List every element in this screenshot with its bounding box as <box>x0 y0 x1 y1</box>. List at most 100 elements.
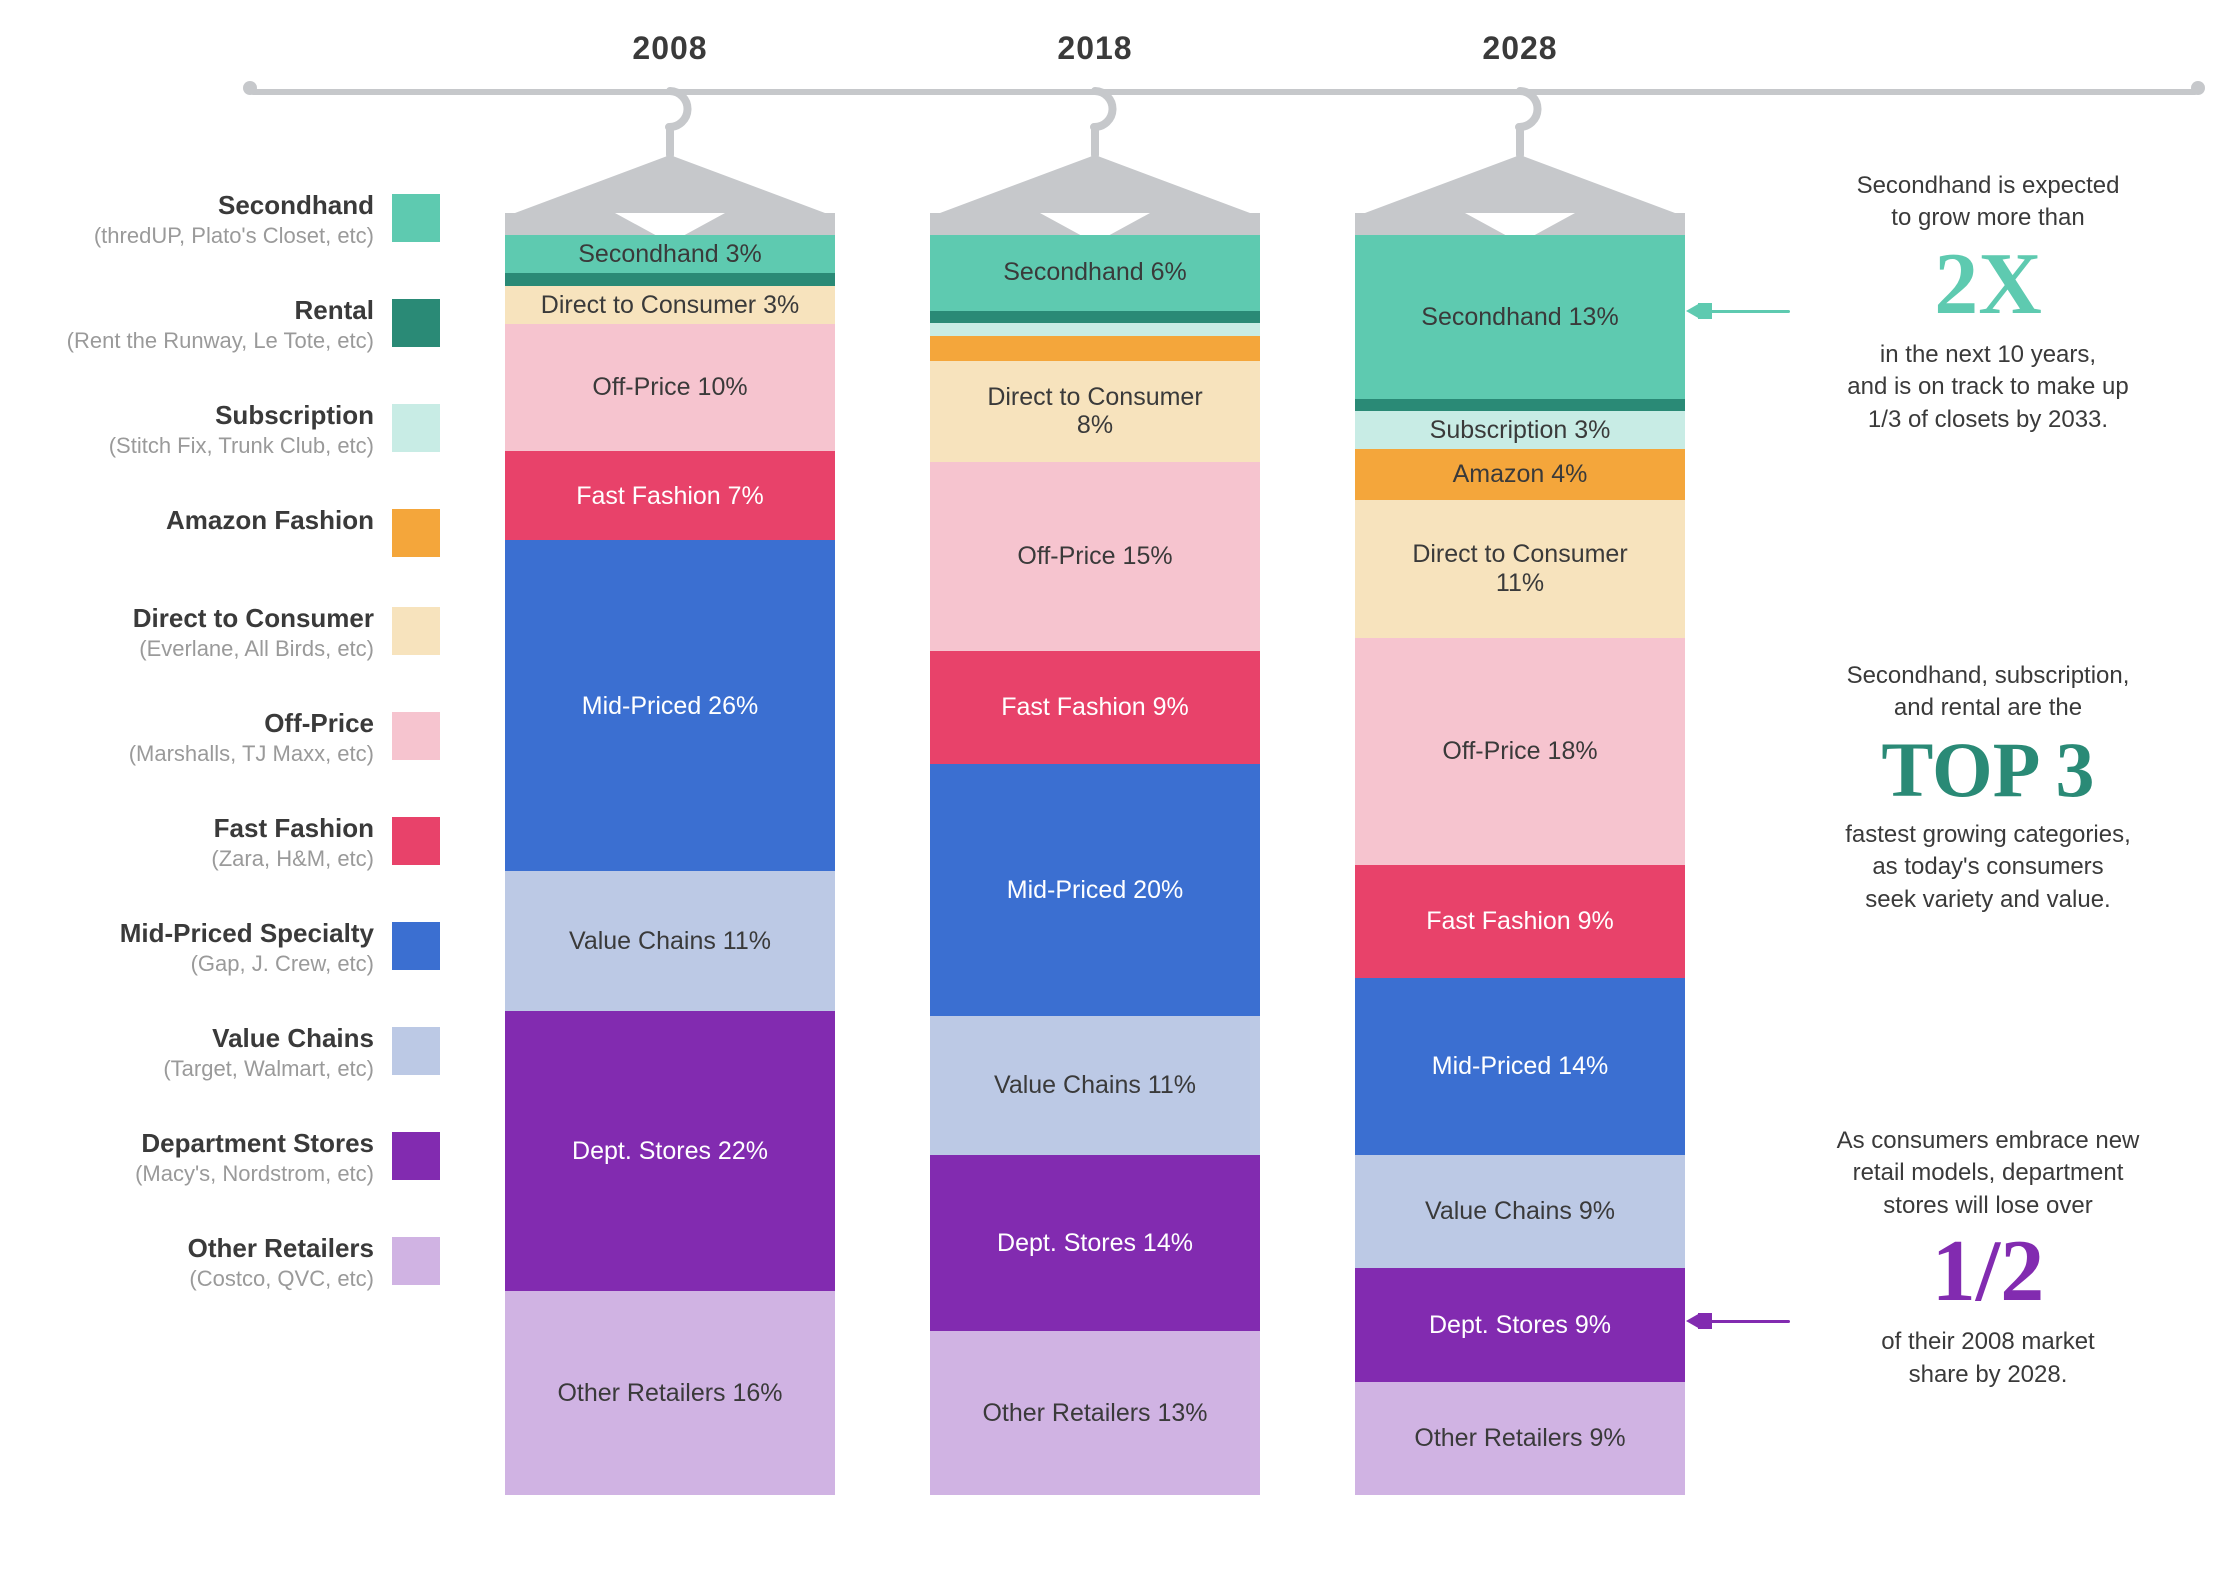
bar-segment: Amazon 2% <box>930 336 1260 361</box>
callout-arrow-icon <box>1700 310 1790 313</box>
bar-segment: Other Retailers 13% <box>930 1331 1260 1495</box>
bar-segment: Mid-Priced 14% <box>1355 978 1685 1154</box>
bar-segment-label: Fast Fashion 9% <box>1001 693 1189 722</box>
legend-sub: (thredUP, Plato's Closet, etc) <box>94 223 374 249</box>
bar-segment: Amazon 4% <box>1355 449 1685 499</box>
legend-sub: (Marshalls, TJ Maxx, etc) <box>129 741 374 767</box>
callout: Secondhand, subscription, and rental are… <box>1778 660 2198 916</box>
bar-segment-label: Dept. Stores 14% <box>997 1229 1193 1258</box>
legend-sub: (Target, Walmart, etc) <box>163 1056 374 1082</box>
legend-item: Value Chains (Target, Walmart, etc) <box>40 1023 440 1082</box>
bar-segment-label: Other Retailers 9% <box>1414 1424 1625 1453</box>
bar-segment: Value Chains 11% <box>505 871 835 1011</box>
legend: Secondhand (thredUP, Plato's Closet, etc… <box>40 190 440 1292</box>
bar-segment: Fast Fashion 7% <box>505 451 835 540</box>
bar-segment: Value Chains 9% <box>1355 1155 1685 1268</box>
bar-segment-label: Dept. Stores 22% <box>572 1137 768 1166</box>
legend-title: Department Stores <box>135 1128 374 1159</box>
bar-segment-label: Secondhand 3% <box>578 240 761 269</box>
legend-title: Off-Price <box>129 708 374 739</box>
callout-post: in the next 10 years, and is on track to… <box>1778 339 2198 436</box>
bar-segment: Secondhand 13% <box>1355 235 1685 399</box>
legend-swatch <box>392 817 440 865</box>
legend-sub: (Rent the Runway, Le Tote, etc) <box>67 328 374 354</box>
bar-segment-label: Off-Price 18% <box>1442 737 1597 766</box>
callout-post: fastest growing categories, as today's c… <box>1778 819 2198 916</box>
legend-swatch <box>392 509 440 557</box>
legend-swatch <box>392 1027 440 1075</box>
callout-big: TOP 3 <box>1778 731 2198 809</box>
bar-segment: Secondhand 6% <box>930 235 1260 311</box>
bar-segment: Dept. Stores 14% <box>930 1155 1260 1331</box>
year-label: 2028 <box>1482 30 1557 67</box>
bar-segment: Off-Price 15% <box>930 462 1260 651</box>
legend-swatch <box>392 712 440 760</box>
legend-swatch <box>392 1132 440 1180</box>
callout-pre: Secondhand, subscription, and rental are… <box>1778 660 2198 725</box>
bar-segment-label: Secondhand 6% <box>1003 258 1186 287</box>
bar-segment: Fast Fashion 9% <box>930 651 1260 764</box>
bar-segment: Dept. Stores 9% <box>1355 1268 1685 1381</box>
bar-segment <box>505 273 835 286</box>
bar-segment: Dept. Stores 22% <box>505 1011 835 1291</box>
bar-segment: Off-Price 18% <box>1355 638 1685 865</box>
legend-item: Fast Fashion (Zara, H&M, etc) <box>40 813 440 872</box>
bar-segment: Fast Fashion 9% <box>1355 865 1685 978</box>
legend-item: Subscription (Stitch Fix, Trunk Club, et… <box>40 400 440 459</box>
bar-segment: Subscription 3% <box>1355 411 1685 449</box>
bar-segment-label: Value Chains 11% <box>569 927 771 956</box>
hanger-icon <box>505 85 835 245</box>
bar-segment <box>1355 399 1685 412</box>
legend-title: Direct to Consumer <box>133 603 374 634</box>
legend-sub: (Stitch Fix, Trunk Club, etc) <box>109 433 374 459</box>
bar-segment-label: Direct to Consumer 3% <box>541 291 799 320</box>
bar-segment-label: Value Chains 9% <box>1425 1197 1615 1226</box>
bar-segment-label: Secondhand 13% <box>1421 303 1618 332</box>
bar-segment-label: Fast Fashion 9% <box>1426 907 1614 936</box>
callout-arrow-icon <box>1700 1320 1790 1323</box>
legend-swatch <box>392 404 440 452</box>
bar-segment <box>930 311 1260 324</box>
legend-title: Fast Fashion <box>211 813 374 844</box>
legend-swatch <box>392 299 440 347</box>
year-label: 2008 <box>632 30 707 67</box>
legend-title: Secondhand <box>94 190 374 221</box>
bar-segment <box>930 323 1260 336</box>
legend-sub: (Gap, J. Crew, etc) <box>120 951 374 977</box>
bar-segment-label: Direct to Consumer 8% <box>987 383 1202 441</box>
bar-segment: Other Retailers 9% <box>1355 1382 1685 1495</box>
bar-segment-label: Mid-Priced 26% <box>582 692 758 721</box>
bar-segment-label: Value Chains 11% <box>994 1071 1196 1100</box>
callout: As consumers embrace new retail models, … <box>1778 1125 2198 1391</box>
bar-segment: Value Chains 11% <box>930 1016 1260 1155</box>
bar-segment-label: Other Retailers 13% <box>982 1399 1207 1428</box>
legend-sub: (Zara, H&M, etc) <box>211 846 374 872</box>
legend-swatch <box>392 607 440 655</box>
year-label: 2018 <box>1057 30 1132 67</box>
bar-segment: Mid-Priced 20% <box>930 764 1260 1016</box>
bar-segment-label: Mid-Priced 20% <box>1007 876 1183 905</box>
legend-item: Mid-Priced Specialty (Gap, J. Crew, etc) <box>40 918 440 977</box>
legend-item: Department Stores (Macy's, Nordstrom, et… <box>40 1128 440 1187</box>
bar-segment-label: Off-Price 15% <box>1017 542 1172 571</box>
bar-segment-label: Amazon 4% <box>1453 460 1588 489</box>
legend-title: Rental <box>67 295 374 326</box>
legend-item: Other Retailers (Costco, QVC, etc) <box>40 1233 440 1292</box>
legend-title: Other Retailers <box>188 1233 374 1264</box>
legend-item: Amazon Fashion <box>40 505 440 557</box>
bar-segment: Mid-Priced 26% <box>505 540 835 871</box>
legend-item: Direct to Consumer (Everlane, All Birds,… <box>40 603 440 662</box>
bar-segment: Direct to Consumer 3% <box>505 286 835 324</box>
callout-big: 1/2 <box>1778 1228 2198 1316</box>
hanger-icon <box>930 85 1260 245</box>
callout-big: 2X <box>1778 241 2198 329</box>
legend-swatch <box>392 922 440 970</box>
bar-segment: Direct to Consumer 11% <box>1355 500 1685 639</box>
callout-post: of their 2008 market share by 2028. <box>1778 1326 2198 1391</box>
bar-segment-label: Mid-Priced 14% <box>1432 1052 1608 1081</box>
bar-segment-label: Off-Price 10% <box>592 373 747 402</box>
bar-segment: Other Retailers 16% <box>505 1291 835 1495</box>
legend-sub: (Costco, QVC, etc) <box>188 1266 374 1292</box>
bar-segment: Off-Price 10% <box>505 324 835 451</box>
bar-segment: Direct to Consumer 8% <box>930 361 1260 462</box>
